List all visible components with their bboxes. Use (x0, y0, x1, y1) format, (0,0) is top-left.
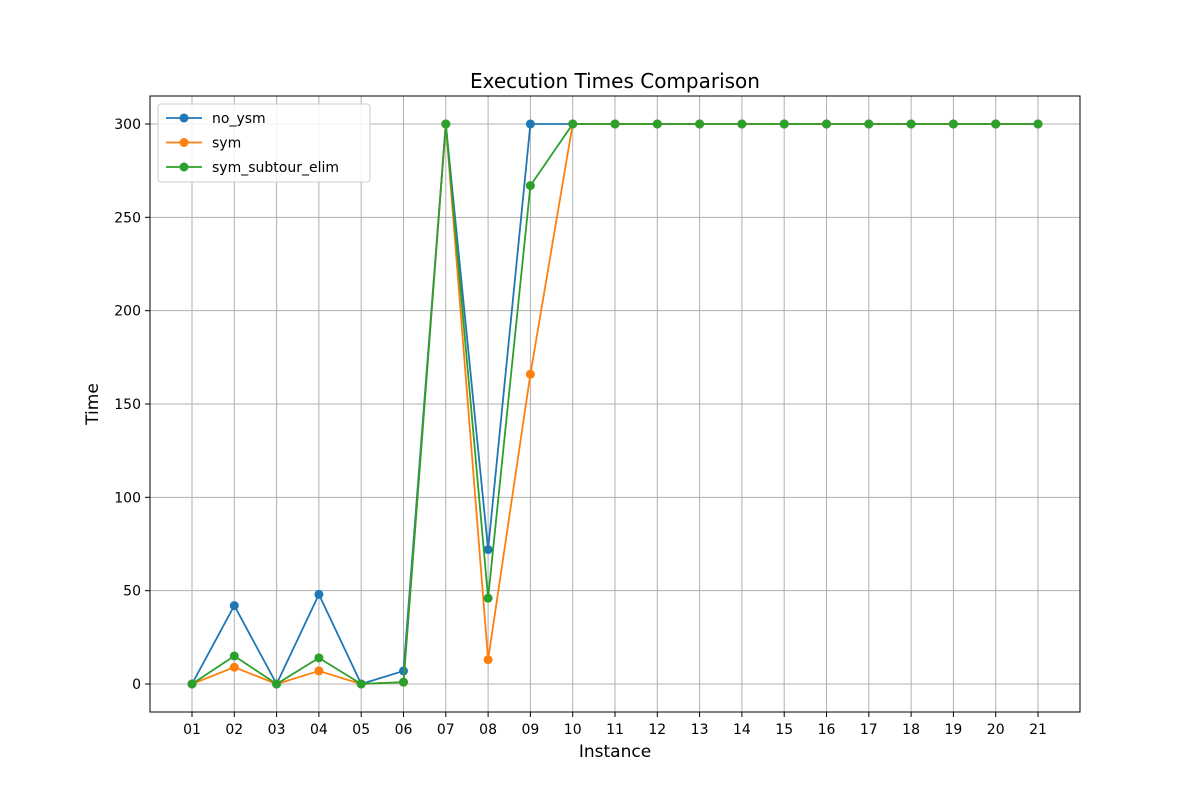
data-point-sym_subtour_elim (483, 593, 493, 603)
x-tick-label: 09 (521, 722, 539, 738)
grid-lines (150, 96, 1080, 712)
data-point-sym (483, 655, 493, 665)
x-tick-label: 04 (310, 722, 328, 738)
x-tick-label: 01 (183, 722, 201, 738)
x-tick-label: 15 (775, 722, 793, 738)
x-tick-label: 12 (648, 722, 666, 738)
x-tick-label: 14 (733, 722, 751, 738)
data-point-sym_subtour_elim (441, 119, 451, 129)
data-point-sym (314, 666, 324, 676)
data-point-sym_subtour_elim (187, 679, 197, 689)
data-point-sym_subtour_elim (1033, 119, 1043, 129)
legend-swatch-marker (179, 138, 189, 147)
x-axis-title: Instance (579, 742, 651, 762)
data-point-sym (525, 369, 535, 379)
y-tick-label: 300 (114, 117, 141, 133)
data-point-sym_subtour_elim (610, 119, 620, 129)
legend-box (157, 103, 371, 183)
x-tick-label: 10 (564, 722, 582, 738)
x-tick-label: 06 (395, 722, 413, 738)
x-tick-label: 16 (818, 722, 836, 738)
axis-ticks: 01 02 03 04 05 06 07 08 09 10 11 12 13 14 15 16 17 18 19 20… (114, 117, 1047, 738)
x-tick-label: 05 (352, 722, 370, 738)
y-tick-label: 150 (114, 397, 141, 413)
x-tick-label: 13 (691, 722, 709, 738)
legend-swatch-marker (179, 113, 189, 123)
data-point-sym_subtour_elim (314, 653, 324, 663)
data-point-sym_subtour_elim (695, 119, 705, 129)
x-tick-label: 03 (268, 722, 286, 738)
data-point-sym_subtour_elim (525, 181, 535, 191)
legend-item-sym_subtour_elim: sym_subtour_elim (166, 160, 339, 176)
data-point-sym (229, 662, 239, 672)
data-point-sym_subtour_elim (906, 119, 916, 129)
data-point-sym_subtour_elim (991, 119, 1001, 129)
data-point-sym_subtour_elim (399, 677, 408, 687)
x-tick-label: 17 (860, 722, 878, 738)
data-point-no_ysm (483, 545, 493, 555)
x-tick-label: 20 (987, 722, 1005, 738)
x-tick-label: 21 (1029, 722, 1047, 738)
y-axis-title: Time (83, 383, 103, 426)
x-tick-label: 11 (606, 722, 624, 738)
legend-item-no_ysm: no_ysm (166, 111, 266, 127)
x-tick-label: 02 (225, 722, 243, 738)
data-point-sym_subtour_elim (779, 119, 789, 129)
legend-item-sym: sym (166, 136, 241, 152)
legend-swatch-marker (179, 162, 189, 172)
x-tick-label: 08 (479, 722, 497, 738)
y-tick-label: 100 (114, 490, 141, 506)
legend-label: no_ysm (212, 111, 266, 127)
data-point-sym_subtour_elim (568, 119, 578, 129)
legend-label: sym_subtour_elim (212, 160, 339, 176)
data-point-sym_subtour_elim (356, 679, 366, 689)
data-point-sym_subtour_elim (948, 119, 958, 129)
y-tick-label: 200 (114, 304, 141, 320)
data-point-no_ysm (525, 119, 535, 129)
data-point-sym_subtour_elim (737, 119, 747, 129)
series-sym_subtour_elim (187, 119, 1043, 689)
data-point-sym_subtour_elim (822, 119, 831, 129)
x-tick-label: 07 (437, 722, 455, 738)
legend-label: sym (212, 136, 241, 152)
data-point-sym_subtour_elim (229, 651, 239, 661)
data-point-no_ysm (229, 601, 239, 611)
y-tick-label: 0 (132, 677, 141, 693)
x-tick-label: 19 (944, 722, 962, 738)
chart-title: Execution Times Comparison (470, 69, 760, 93)
series-layer (187, 119, 1043, 689)
y-tick-label: 250 (114, 210, 141, 226)
data-point-sym_subtour_elim (652, 119, 662, 129)
data-point-no_ysm (314, 589, 324, 599)
x-tick-label: 18 (902, 722, 920, 738)
data-point-sym_subtour_elim (864, 119, 874, 129)
data-point-sym_subtour_elim (272, 679, 282, 689)
y-tick-label: 50 (123, 584, 141, 600)
